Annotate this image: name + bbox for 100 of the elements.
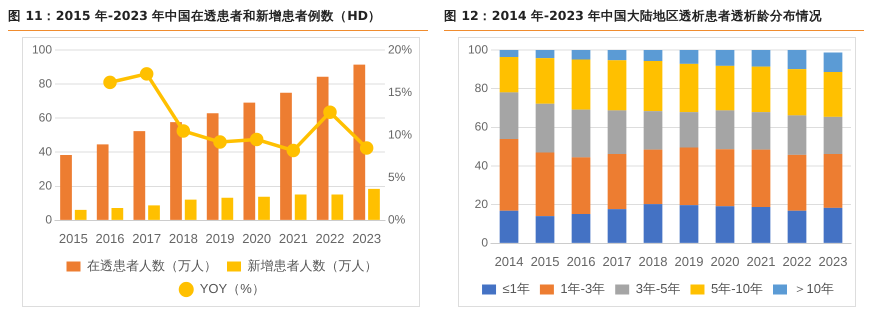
bar bbox=[148, 205, 160, 220]
chart-title: 图 11：2015 年-2023 年中国在透患者和新增患者例数（HD） bbox=[8, 0, 428, 31]
bar bbox=[644, 150, 662, 204]
bar bbox=[536, 50, 554, 58]
bar bbox=[716, 66, 734, 110]
bar bbox=[536, 58, 554, 104]
legend-label: 1年-3年 bbox=[560, 281, 606, 296]
x-tick-label: 2020 bbox=[710, 254, 740, 269]
bar bbox=[752, 66, 770, 112]
x-tick-label: 2022 bbox=[782, 254, 812, 269]
bar bbox=[74, 210, 87, 220]
y-tick-label: 80 bbox=[474, 80, 488, 95]
bar bbox=[536, 216, 554, 243]
point bbox=[323, 105, 337, 119]
bar bbox=[680, 112, 698, 148]
x-tick-label: 2017 bbox=[132, 230, 162, 246]
bar bbox=[206, 113, 219, 220]
bar bbox=[752, 150, 770, 208]
bar bbox=[644, 111, 662, 150]
bar bbox=[824, 208, 842, 243]
bar bbox=[368, 188, 380, 220]
point bbox=[213, 135, 227, 149]
point bbox=[286, 144, 300, 158]
y2-tick-label: 0% bbox=[388, 212, 406, 227]
bar bbox=[608, 50, 626, 60]
y-tick-label: 100 bbox=[32, 42, 52, 56]
bar bbox=[824, 72, 842, 117]
bar bbox=[184, 200, 197, 220]
legend-label: ＞10年 bbox=[794, 281, 834, 296]
y2-tick-label: 10% bbox=[388, 128, 412, 142]
x-tick-label: 2018 bbox=[638, 254, 668, 269]
bar bbox=[608, 209, 626, 243]
bar bbox=[752, 112, 770, 150]
x-tick-label: 2021 bbox=[746, 254, 776, 269]
x-tick-label: 2023 bbox=[352, 230, 382, 246]
bar bbox=[500, 56, 518, 92]
bar bbox=[572, 110, 590, 158]
x-tick-label: 2021 bbox=[278, 230, 308, 246]
x-tick-label: 2015 bbox=[58, 230, 88, 246]
y-tick-label: 60 bbox=[38, 110, 52, 124]
legend-label: 3年-5年 bbox=[636, 281, 680, 296]
bar bbox=[608, 110, 626, 154]
bar bbox=[824, 116, 842, 154]
legend-label: 新增患者人数（万人） bbox=[248, 258, 378, 274]
bar bbox=[316, 76, 329, 220]
y-tick-label: 100 bbox=[468, 42, 488, 56]
point bbox=[250, 132, 264, 146]
y-tick-label: 20 bbox=[474, 197, 488, 212]
bar bbox=[788, 50, 806, 70]
point bbox=[360, 141, 374, 155]
x-tick-label: 2016 bbox=[566, 254, 596, 269]
bar bbox=[644, 204, 662, 243]
bar bbox=[572, 157, 590, 214]
bar bbox=[500, 50, 518, 57]
y-tick-label: 40 bbox=[38, 144, 52, 159]
bar bbox=[680, 64, 698, 112]
bar bbox=[243, 102, 256, 220]
bar bbox=[716, 206, 734, 243]
bar bbox=[500, 92, 518, 139]
bar bbox=[536, 104, 554, 152]
bar bbox=[133, 131, 146, 220]
bar bbox=[294, 194, 307, 220]
x-tick-label: 2017 bbox=[602, 254, 632, 269]
bar bbox=[680, 147, 698, 206]
bar bbox=[572, 214, 590, 243]
bar bbox=[572, 59, 590, 110]
y2-tick-label: 15% bbox=[388, 84, 412, 99]
legend-label: YOY（%） bbox=[200, 281, 265, 296]
bar bbox=[96, 144, 109, 220]
bar bbox=[716, 149, 734, 206]
bar bbox=[752, 50, 770, 67]
bar bbox=[258, 196, 270, 220]
legend-label: 5年-10年 bbox=[710, 281, 764, 296]
bar bbox=[280, 92, 292, 220]
bar bbox=[680, 205, 698, 243]
x-tick-label: 2019 bbox=[206, 230, 234, 246]
y-tick-label: 60 bbox=[474, 120, 488, 134]
y-tick-label: 80 bbox=[38, 76, 52, 90]
bar bbox=[536, 152, 554, 216]
y2-tick-label: 20% bbox=[388, 42, 412, 56]
x-tick-label: 2015 bbox=[530, 254, 560, 269]
bar bbox=[170, 122, 182, 220]
bar bbox=[608, 154, 626, 210]
bar bbox=[500, 138, 518, 211]
x-tick-label: 2023 bbox=[818, 254, 848, 269]
x-tick-label: 2022 bbox=[316, 230, 344, 246]
y-tick-label: 0 bbox=[45, 212, 52, 227]
bar bbox=[716, 110, 734, 150]
x-tick-label: 2020 bbox=[242, 230, 272, 246]
bar bbox=[644, 50, 662, 62]
legend-label: 在透患者人数（万人） bbox=[87, 258, 217, 274]
chart-title: 图 12：2014 年-2023 年中国大陆地区透析患者透析龄分布情况 bbox=[444, 0, 864, 31]
y2-tick-label: 5% bbox=[388, 170, 406, 184]
bar bbox=[111, 208, 124, 220]
bar bbox=[353, 64, 366, 220]
x-tick-label: 2018 bbox=[168, 230, 198, 246]
y-tick-label: 20 bbox=[38, 178, 52, 193]
bar bbox=[788, 154, 806, 211]
bar bbox=[788, 69, 806, 116]
bar bbox=[500, 210, 518, 243]
